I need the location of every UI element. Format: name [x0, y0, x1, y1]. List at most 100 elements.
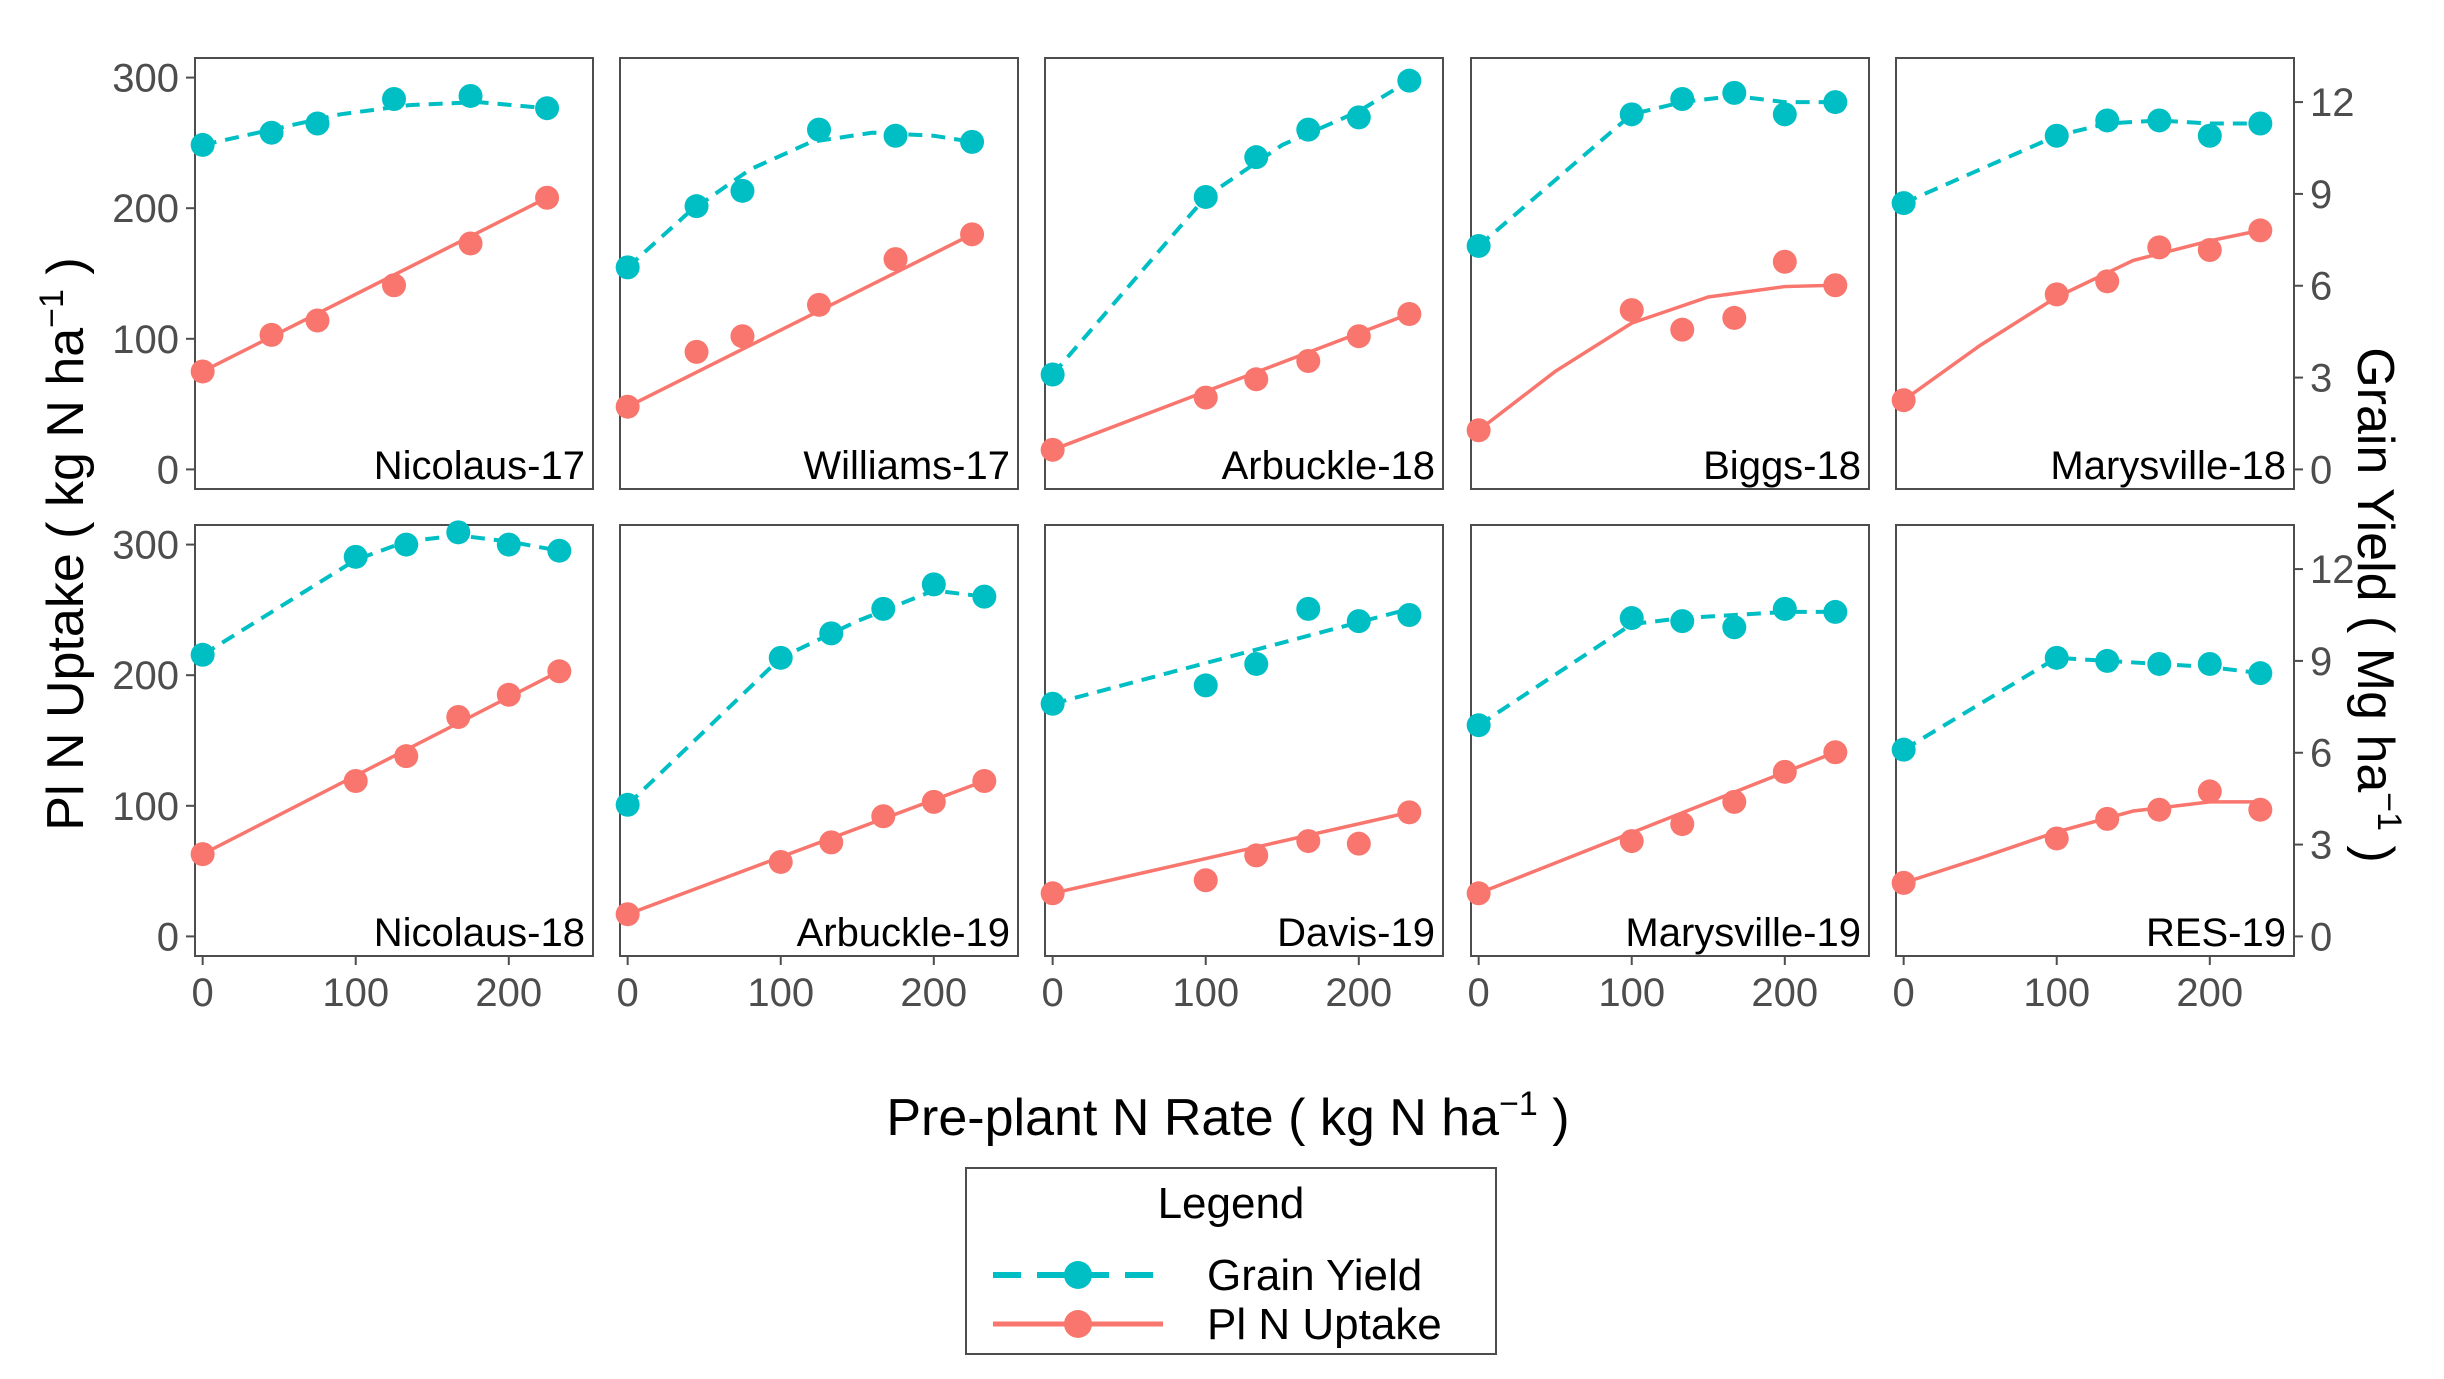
- grain-yield-point: [1772, 102, 1797, 127]
- grain-yield-point: [819, 621, 844, 646]
- y-tick-label-right: 12: [2310, 548, 2355, 592]
- x-tick-label: 200: [475, 971, 542, 1015]
- grain-yield-point: [1346, 609, 1371, 634]
- grain-yield-point: [190, 132, 215, 157]
- pl-n-uptake-point: [1346, 324, 1371, 349]
- grain-yield-fit-line: [1051, 78, 1411, 376]
- grain-yield-point: [2044, 645, 2069, 670]
- pl-n-uptake-point: [1296, 349, 1321, 374]
- y-tick-label-left: 300: [112, 57, 179, 101]
- pl-n-uptake-point: [615, 902, 640, 927]
- grain-yield-point: [2095, 108, 2120, 133]
- grain-yield-point: [1466, 713, 1491, 738]
- panel-williams-17: Williams-17: [615, 57, 1019, 490]
- pl-n-uptake-point: [1193, 868, 1218, 893]
- pl-n-uptake-point: [394, 744, 419, 769]
- grain-yield-point: [1772, 596, 1797, 621]
- pl-n-uptake-point: [446, 704, 471, 729]
- pl-n-uptake-point: [2248, 797, 2273, 822]
- y-tick-label-right: 9: [2310, 173, 2332, 217]
- pl-n-uptake-point: [305, 308, 330, 333]
- panel-nicolaus-17: Nicolaus-17: [190, 57, 594, 490]
- panel-label: Marysville-19: [1625, 911, 1861, 955]
- chart-axes: 0 100 200 300 0 100 200 300 0 3 6 9 12 0 3 6 9 12 0 100 200 0…: [112, 57, 2354, 1015]
- panel-frame: [194, 524, 594, 957]
- grain-yield-point: [768, 645, 793, 670]
- pl-n-uptake-point: [1466, 881, 1491, 906]
- pl-n-uptake-point: [2147, 797, 2172, 822]
- panel-label: Arbuckle-18: [1222, 444, 1435, 488]
- grain-yield-point: [615, 255, 640, 280]
- y-tick-label-left: 200: [112, 187, 179, 231]
- grain-yield-point: [1670, 87, 1695, 112]
- x-tick-label: 100: [2023, 971, 2090, 1015]
- pl-n-uptake-point: [1670, 317, 1695, 342]
- pl-n-uptake-point: [1670, 812, 1695, 837]
- pl-n-uptake-fit-line: [1052, 810, 1410, 896]
- pl-n-uptake-point: [1772, 759, 1797, 784]
- pl-n-uptake-point: [1619, 298, 1644, 323]
- grain-yield-point: [382, 87, 406, 112]
- pl-n-uptake-fit-line: [201, 196, 548, 374]
- grain-yield-fit-line: [1902, 655, 2261, 752]
- panel-label: Nicolaus-18: [374, 911, 585, 955]
- grain-yield-point: [1466, 233, 1491, 258]
- pl-n-uptake-point: [1619, 829, 1644, 854]
- grain-yield-point: [2095, 648, 2120, 673]
- grain-yield-point: [2044, 123, 2069, 148]
- pl-n-uptake-point: [1722, 789, 1747, 814]
- y-axis-title-left: Pl N Uptake ( kg N ha−1 ): [33, 257, 95, 830]
- panel-marysville-18: Marysville-18: [1891, 57, 2295, 490]
- pl-n-uptake-point: [2044, 282, 2069, 307]
- pl-n-uptake-point: [1823, 740, 1848, 765]
- grain-yield-point: [1823, 599, 1848, 624]
- pl-n-uptake-point: [1823, 273, 1848, 298]
- y-tick-label-right: 12: [2310, 81, 2355, 125]
- y-tick-label-left: 0: [157, 915, 179, 959]
- pl-n-uptake-point: [883, 247, 908, 272]
- pl-n-uptake-point: [2248, 218, 2273, 243]
- grain-yield-point: [1891, 191, 1916, 216]
- panel-label: Williams-17: [803, 444, 1010, 488]
- y-tick-label-left: 200: [112, 654, 179, 698]
- legend-yield-marker: [1064, 1261, 1092, 1289]
- pl-n-uptake-point: [535, 185, 560, 210]
- grain-yield-point: [305, 111, 330, 136]
- grain-yield-point: [1296, 596, 1321, 621]
- y-axis-title-right: Grain Yield ( Mg ha−1 ): [2346, 347, 2408, 863]
- panel-frame: [1470, 524, 1870, 957]
- pl-n-uptake-point: [190, 842, 215, 867]
- x-tick-label: 200: [1751, 971, 1818, 1015]
- pl-n-uptake-point: [2147, 235, 2172, 260]
- x-tick-label: 0: [1893, 971, 1915, 1015]
- y-tick-label-left: 100: [112, 318, 179, 362]
- panel-nicolaus-18: Nicolaus-18: [190, 520, 594, 957]
- grain-yield-point: [1244, 651, 1269, 676]
- grain-yield-point: [1397, 602, 1422, 627]
- pl-n-uptake-point: [1466, 418, 1491, 443]
- legend-yield-label: Grain Yield: [1207, 1251, 1422, 1300]
- panel-label: Arbuckle-19: [797, 911, 1010, 955]
- x-tick-label: 0: [617, 971, 639, 1015]
- pl-n-uptake-point: [1040, 881, 1065, 906]
- grain-yield-fit-line: [1902, 118, 2261, 205]
- grain-yield-point: [807, 117, 831, 142]
- grain-yield-point: [190, 642, 215, 667]
- pl-n-uptake-point: [1296, 829, 1321, 854]
- panel-frame: [1044, 57, 1444, 490]
- pl-n-uptake-point: [343, 768, 368, 793]
- grain-yield-point: [1346, 105, 1371, 130]
- grain-yield-point: [1619, 606, 1644, 631]
- grain-yield-point: [1244, 145, 1269, 170]
- pl-n-uptake-fit-line: [1477, 283, 1836, 432]
- y-tick-label-right: 6: [2310, 265, 2332, 309]
- pl-n-uptake-point: [382, 273, 406, 298]
- pl-n-uptake-point: [768, 849, 793, 874]
- pl-n-uptake-point: [730, 324, 755, 349]
- grain-yield-point: [1619, 102, 1644, 127]
- x-tick-label: 100: [322, 971, 389, 1015]
- pl-n-uptake-point: [2197, 237, 2222, 262]
- pl-n-uptake-point: [1722, 305, 1747, 330]
- pl-n-uptake-point: [458, 231, 483, 256]
